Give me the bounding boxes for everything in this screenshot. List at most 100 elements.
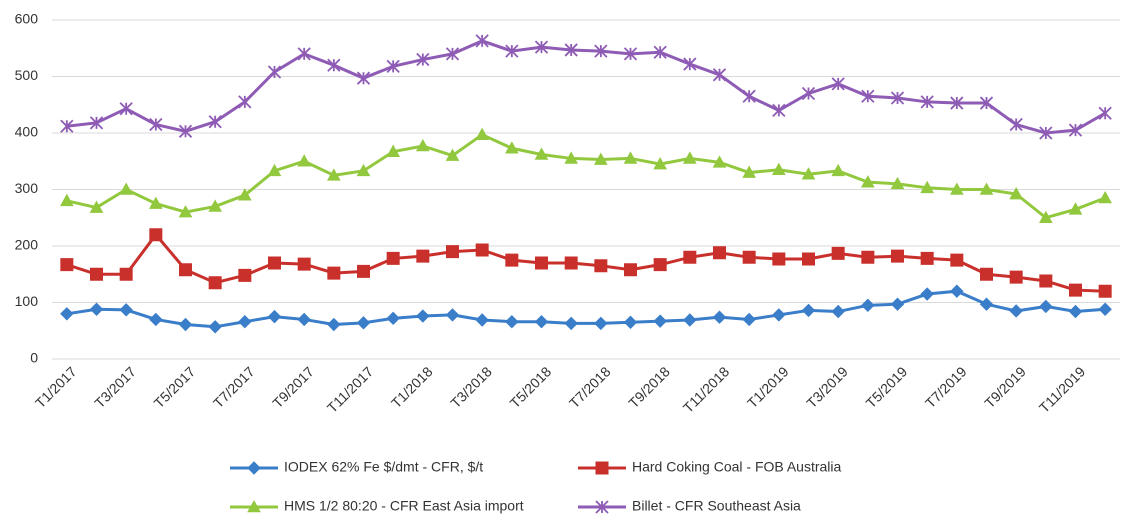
marker bbox=[564, 316, 578, 331]
marker bbox=[594, 259, 608, 273]
x-tick-label: T1/2019 bbox=[744, 363, 792, 411]
marker bbox=[831, 304, 845, 319]
marker bbox=[208, 276, 222, 290]
marker bbox=[890, 297, 905, 311]
x-tick-label: T3/2017 bbox=[91, 363, 139, 411]
marker bbox=[238, 315, 252, 329]
x-tick-label: T7/2019 bbox=[922, 363, 970, 411]
x-tick-label: T3/2018 bbox=[447, 363, 495, 411]
marker bbox=[534, 40, 549, 54]
marker bbox=[683, 250, 697, 264]
marker bbox=[1009, 270, 1023, 284]
marker bbox=[178, 124, 193, 138]
marker bbox=[623, 47, 638, 61]
marker bbox=[624, 263, 637, 277]
marker bbox=[1038, 210, 1053, 224]
marker bbox=[772, 308, 786, 322]
marker bbox=[920, 180, 935, 194]
marker bbox=[949, 182, 964, 195]
marker bbox=[979, 96, 994, 110]
marker bbox=[505, 44, 519, 58]
marker bbox=[445, 47, 460, 61]
x-tick-label: T9/2019 bbox=[981, 363, 1029, 411]
marker bbox=[326, 168, 341, 181]
marker bbox=[149, 312, 163, 327]
marker bbox=[356, 71, 371, 85]
marker bbox=[801, 303, 816, 318]
marker bbox=[831, 163, 846, 177]
marker bbox=[119, 182, 134, 195]
marker bbox=[119, 303, 133, 317]
legend-marker bbox=[247, 499, 261, 513]
marker bbox=[979, 297, 994, 311]
marker bbox=[267, 163, 282, 177]
marker bbox=[386, 59, 400, 73]
marker bbox=[179, 263, 192, 277]
marker bbox=[594, 44, 608, 58]
marker bbox=[475, 243, 489, 257]
marker bbox=[237, 188, 252, 201]
x-tick-label: T1/2017 bbox=[32, 363, 80, 411]
marker bbox=[742, 312, 756, 327]
y-tick-label: 200 bbox=[15, 237, 39, 253]
x-tick-label: T3/2019 bbox=[803, 363, 851, 411]
marker bbox=[683, 57, 697, 71]
marker bbox=[1068, 202, 1083, 215]
marker bbox=[653, 45, 667, 59]
marker bbox=[1039, 126, 1053, 140]
marker bbox=[148, 196, 163, 209]
marker bbox=[238, 268, 252, 282]
marker bbox=[119, 102, 133, 116]
marker bbox=[149, 228, 163, 242]
marker bbox=[831, 77, 845, 91]
marker bbox=[564, 43, 578, 57]
marker bbox=[712, 155, 727, 168]
y-tick-label: 300 bbox=[15, 180, 39, 196]
marker bbox=[90, 267, 103, 281]
x-tick-label: T11/2018 bbox=[680, 363, 733, 416]
marker bbox=[1068, 304, 1083, 319]
marker bbox=[1098, 284, 1112, 298]
marker bbox=[475, 127, 490, 140]
marker bbox=[327, 317, 341, 332]
marker bbox=[297, 312, 311, 327]
marker bbox=[386, 251, 400, 265]
marker bbox=[386, 144, 401, 157]
marker bbox=[1009, 186, 1024, 200]
marker bbox=[860, 175, 875, 188]
marker bbox=[980, 267, 993, 281]
marker bbox=[712, 310, 727, 324]
marker bbox=[416, 52, 430, 67]
y-tick-label: 100 bbox=[15, 293, 39, 309]
marker bbox=[890, 91, 905, 105]
x-tick-label: T11/2019 bbox=[1036, 363, 1089, 416]
legend-label: IODEX 62% Fe $/dmt - CFR, $/t bbox=[284, 459, 483, 475]
marker bbox=[356, 316, 371, 330]
marker bbox=[564, 151, 579, 164]
x-tick-label: T5/2018 bbox=[507, 363, 555, 411]
x-tick-label: T1/2018 bbox=[388, 363, 436, 411]
y-tick-label: 500 bbox=[15, 67, 39, 83]
marker bbox=[416, 309, 430, 323]
marker bbox=[950, 253, 964, 267]
marker bbox=[1068, 123, 1083, 137]
legend-label: Hard Coking Coal - FOB Australia bbox=[632, 459, 842, 475]
marker bbox=[386, 311, 400, 326]
x-tick-label: T7/2017 bbox=[210, 363, 258, 411]
marker bbox=[60, 119, 74, 133]
marker bbox=[208, 115, 222, 129]
series-line bbox=[66, 132, 1106, 220]
series-line bbox=[66, 289, 1106, 329]
marker bbox=[89, 116, 104, 130]
marker bbox=[801, 86, 816, 101]
marker bbox=[297, 154, 312, 167]
marker bbox=[445, 308, 460, 322]
marker bbox=[267, 65, 282, 79]
marker bbox=[208, 199, 223, 212]
marker bbox=[149, 117, 163, 132]
y-tick-label: 400 bbox=[15, 124, 39, 140]
marker bbox=[861, 89, 875, 103]
marker bbox=[593, 152, 608, 165]
marker bbox=[446, 245, 459, 259]
